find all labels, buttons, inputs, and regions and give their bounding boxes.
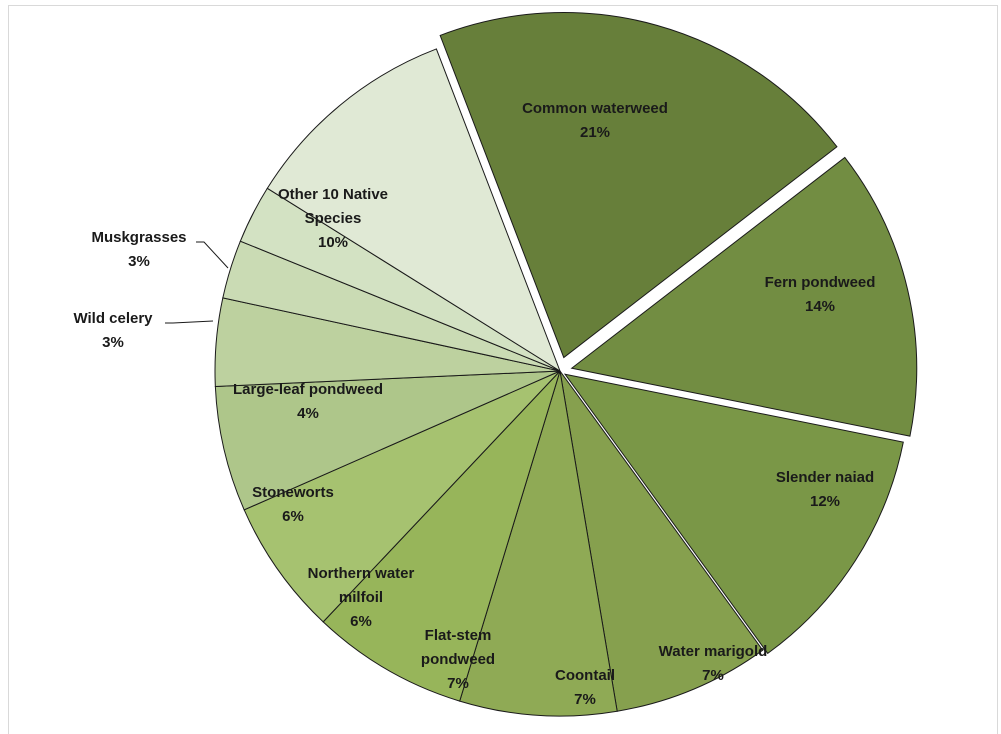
leader-lines <box>165 241 229 324</box>
slice-fern-pondweed <box>570 156 918 437</box>
label-fern-pondweed: Fern pondweed 14% <box>765 274 876 315</box>
label-wild-celery: Wild celery 3% <box>73 310 153 351</box>
slice-northern-water-milfoil <box>243 370 561 623</box>
label-stoneworts: Stoneworts 6% <box>252 484 334 525</box>
label-other-10-native-species: Other 10 Native Species 10% <box>278 186 388 251</box>
label-slender-naiad: Slender naiad 12% <box>776 469 874 510</box>
label-flat-stem-pondweed: Flat-stem pondweed 7% <box>421 627 495 692</box>
label-coontail: Coontail 7% <box>555 667 615 708</box>
slice-water-marigold <box>559 370 764 712</box>
label-common-waterweed: Common waterweed 21% <box>522 100 668 141</box>
slice-flat-stem-pondweed <box>322 370 561 702</box>
label-muskgrasses: Muskgrasses 3% <box>91 229 186 270</box>
label-large-leaf-pondweed: Large-leaf pondweed 4% <box>233 381 383 422</box>
slice-stoneworts <box>214 370 561 511</box>
slice-labels: Common waterweed 21% Fern pondweed 14% Slend… <box>73 100 875 708</box>
label-northern-water-milfoil: Northern water milfoil 6% <box>308 565 415 630</box>
slice-coontail <box>459 370 618 717</box>
leader-muskgrasses <box>196 241 229 269</box>
slice-slender-naiad <box>563 373 904 655</box>
slice-other-10-native-species <box>266 48 562 373</box>
leader-wild-celery <box>165 320 214 324</box>
slice-common-waterweed <box>439 12 838 359</box>
label-water-marigold: Water marigold 7% <box>659 643 768 684</box>
pie-slices <box>214 12 918 717</box>
